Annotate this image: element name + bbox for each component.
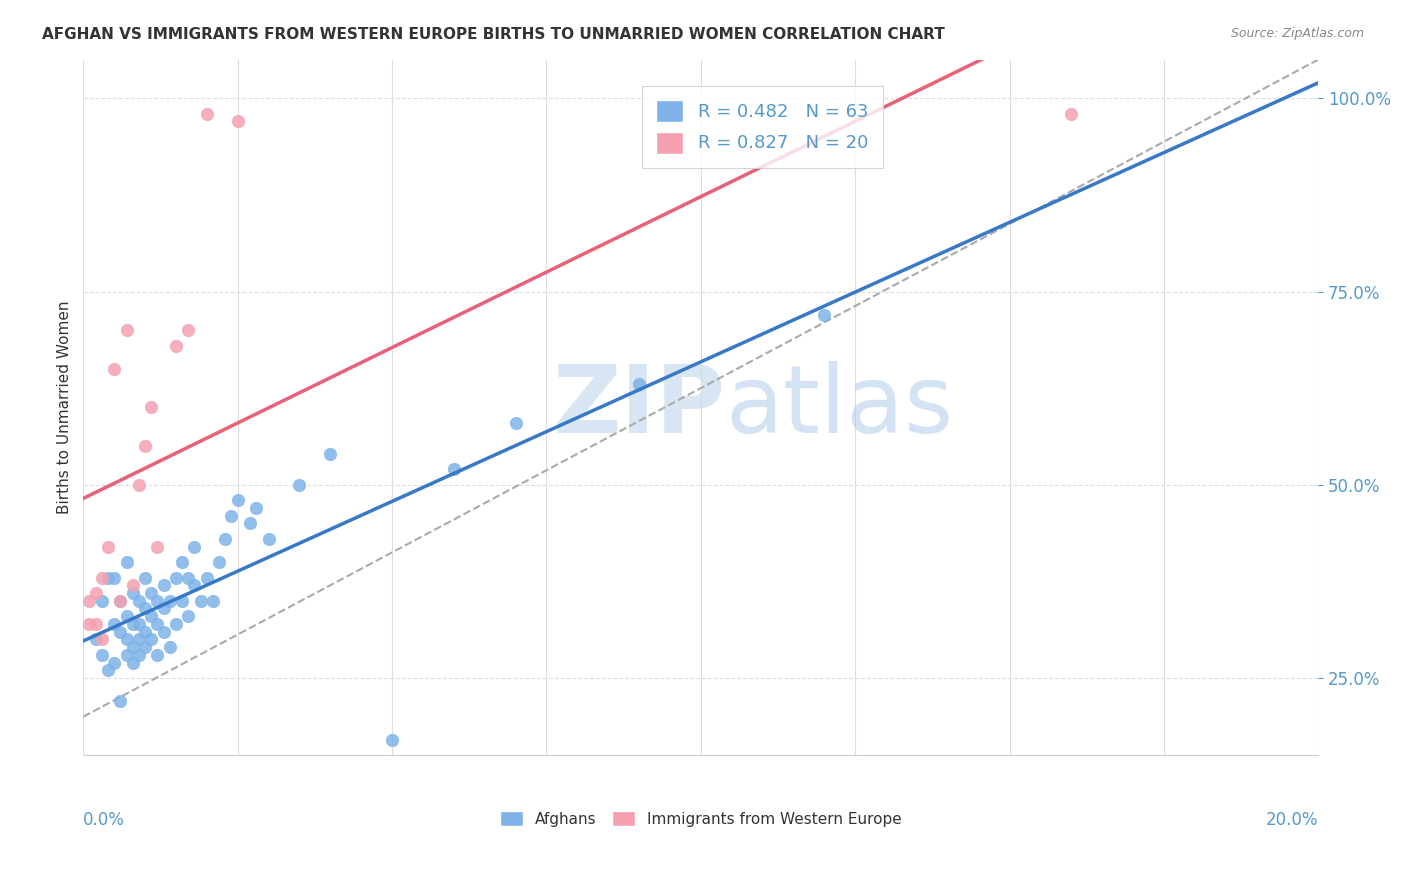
Point [115,632,138,647]
Point [146,593,169,607]
Point [79,616,101,631]
Point [141,401,163,415]
Point [214,532,236,546]
Point [183,540,205,554]
Point [84,616,107,631]
Point [90,570,112,584]
Point [103,656,125,670]
Point [146,616,169,631]
Point [128,632,150,647]
Point [115,555,138,569]
Point [165,570,187,584]
Point [1060,106,1083,120]
Point [90,593,112,607]
Point [152,601,174,615]
Point [195,570,218,584]
Point [121,578,143,592]
Point [381,732,404,747]
Point [226,114,249,128]
Point [97,570,120,584]
Point [183,578,205,592]
Point [134,640,156,654]
Point [79,593,101,607]
Point [195,106,218,120]
Point [134,624,156,639]
Point [110,593,132,607]
Point [103,570,125,584]
Point [121,586,143,600]
Point [245,500,267,515]
Point [190,593,212,607]
Point [110,593,132,607]
Point [121,656,143,670]
Point [257,532,280,546]
Point [128,593,150,607]
Point [134,570,156,584]
Point [90,648,112,662]
Point [172,555,194,569]
Point [141,586,163,600]
Text: Source: ZipAtlas.com: Source: ZipAtlas.com [1230,27,1364,40]
Point [288,477,311,491]
Point [128,616,150,631]
Point [141,632,163,647]
Text: atlas: atlas [725,361,953,453]
Point [172,593,194,607]
Point [128,648,150,662]
Point [97,540,120,554]
Point [152,624,174,639]
Text: AFGHAN VS IMMIGRANTS FROM WESTERN EUROPE BIRTHS TO UNMARRIED WOMEN CORRELATION C: AFGHAN VS IMMIGRANTS FROM WESTERN EUROPE… [42,27,945,42]
Point [177,570,200,584]
Text: 20.0%: 20.0% [1265,811,1319,829]
Point [813,308,835,322]
Point [97,663,120,677]
Point [115,323,138,337]
Point [177,609,200,624]
Text: ZIP: ZIP [553,361,725,453]
Point [159,593,181,607]
Point [165,616,187,631]
Point [208,555,231,569]
Point [152,578,174,592]
Text: 0.0%: 0.0% [83,811,125,829]
Point [128,477,150,491]
Point [628,377,651,392]
Point [177,323,200,337]
Point [201,593,224,607]
Point [443,462,465,476]
Point [134,439,156,453]
Point [115,609,138,624]
Point [159,640,181,654]
Y-axis label: Births to Unmarried Women: Births to Unmarried Women [58,301,72,514]
Point [103,361,125,376]
Point [103,616,125,631]
Point [226,493,249,508]
Point [84,632,107,647]
Point [165,338,187,352]
Point [146,540,169,554]
Point [90,632,112,647]
Point [505,416,527,430]
Point [110,694,132,708]
Point [319,447,342,461]
Legend: Afghans, Immigrants from Western Europe: Afghans, Immigrants from Western Europe [494,805,908,833]
Point [84,586,107,600]
Point [146,648,169,662]
Point [121,640,143,654]
Point [115,648,138,662]
Point [141,609,163,624]
Point [121,616,143,631]
Point [110,624,132,639]
Point [239,516,262,531]
Point [134,601,156,615]
Point [221,508,243,523]
